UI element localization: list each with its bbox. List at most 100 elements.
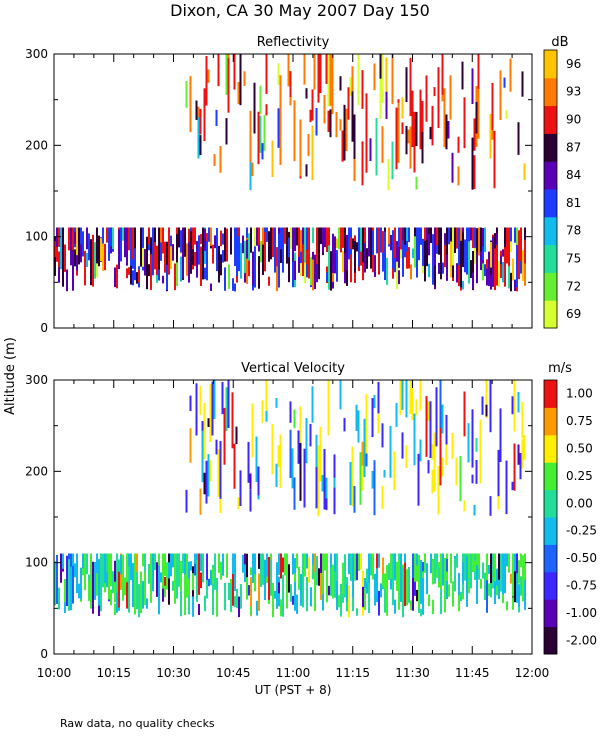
data-strip — [500, 553, 502, 592]
data-strip — [502, 262, 504, 283]
data-strip — [249, 142, 252, 191]
colorbar-swatch — [544, 300, 557, 329]
data-strip — [524, 243, 526, 286]
data-strip — [472, 554, 474, 572]
data-strip — [265, 380, 268, 411]
data-strip — [201, 429, 204, 483]
data-strip — [408, 227, 410, 243]
data-strip — [439, 380, 442, 428]
data-strip — [168, 562, 170, 579]
data-strip — [294, 260, 296, 280]
data-strip — [172, 553, 174, 568]
data-strip — [332, 273, 334, 282]
data-strip — [440, 553, 442, 590]
data-strip — [372, 230, 374, 255]
data-strip — [446, 254, 448, 281]
data-strip — [471, 409, 474, 468]
data-strip — [484, 572, 486, 600]
data-strip — [282, 574, 284, 617]
data-strip — [357, 54, 360, 106]
data-strip — [356, 242, 358, 252]
data-strip — [320, 553, 322, 573]
data-strip — [80, 244, 82, 263]
data-strip — [471, 474, 474, 484]
data-strip — [466, 229, 468, 259]
data-strip — [440, 259, 442, 276]
data-strip — [444, 558, 446, 613]
colorbar-swatch — [544, 105, 557, 134]
data-strip — [214, 235, 216, 249]
data-strip — [210, 283, 212, 291]
data-strip — [209, 460, 212, 482]
data-strip — [516, 245, 518, 288]
data-strip — [418, 227, 420, 261]
data-strip — [185, 81, 188, 108]
data-strip — [510, 227, 512, 242]
data-strip — [478, 553, 480, 576]
data-strip — [90, 239, 92, 286]
data-strip — [96, 553, 98, 574]
data-strip — [472, 272, 474, 290]
data-strip — [381, 126, 384, 163]
data-strip — [392, 230, 394, 276]
data-strip — [132, 563, 134, 608]
data-strip — [484, 227, 486, 253]
data-strip — [251, 162, 254, 176]
data-strip — [142, 553, 144, 567]
data-strips — [54, 54, 526, 292]
data-strip — [398, 560, 400, 610]
data-strip — [402, 227, 404, 241]
data-strip — [451, 432, 454, 459]
data-strip — [204, 228, 206, 251]
data-strip — [488, 272, 490, 286]
data-strip — [222, 233, 224, 245]
data-strip — [449, 75, 452, 120]
data-strip — [459, 456, 462, 502]
data-strip — [306, 576, 308, 612]
panel-title: Vertical Velocity — [241, 361, 345, 376]
data-strip — [60, 227, 62, 270]
data-strip — [239, 54, 242, 106]
data-strip — [446, 580, 448, 599]
data-strip — [130, 572, 132, 580]
data-strip — [392, 268, 394, 279]
data-strip — [118, 229, 120, 270]
data-strip — [404, 244, 406, 258]
data-strip — [338, 595, 340, 608]
data-strip — [332, 233, 334, 289]
data-strip — [66, 555, 68, 606]
data-strip — [78, 583, 80, 599]
data-strip — [198, 553, 200, 595]
data-strip — [394, 244, 396, 270]
data-strip — [475, 101, 478, 134]
data-strip — [385, 57, 388, 106]
data-strip — [502, 249, 504, 257]
data-strip — [396, 241, 398, 262]
data-strip — [432, 599, 434, 615]
data-strip — [458, 264, 460, 287]
data-strip — [178, 227, 180, 248]
data-strip — [279, 124, 282, 165]
data-strip — [450, 227, 452, 248]
data-strip — [276, 255, 278, 292]
data-strip — [58, 251, 60, 273]
data-strip — [225, 387, 228, 432]
data-strip — [288, 237, 290, 258]
data-strip — [299, 119, 302, 177]
data-strip — [208, 227, 210, 242]
data-strip — [144, 249, 146, 276]
data-strip — [511, 396, 514, 415]
data-strip — [342, 251, 344, 273]
colorbar-label: 81 — [566, 196, 581, 210]
data-strip — [265, 54, 268, 94]
data-strip — [78, 227, 80, 265]
data-strip — [156, 266, 158, 278]
data-strip — [294, 558, 296, 611]
data-strip — [389, 425, 392, 478]
data-strip — [305, 88, 308, 99]
data-strip — [370, 553, 372, 571]
data-strip — [208, 578, 210, 587]
data-strip — [74, 232, 76, 244]
data-strip — [489, 114, 492, 159]
